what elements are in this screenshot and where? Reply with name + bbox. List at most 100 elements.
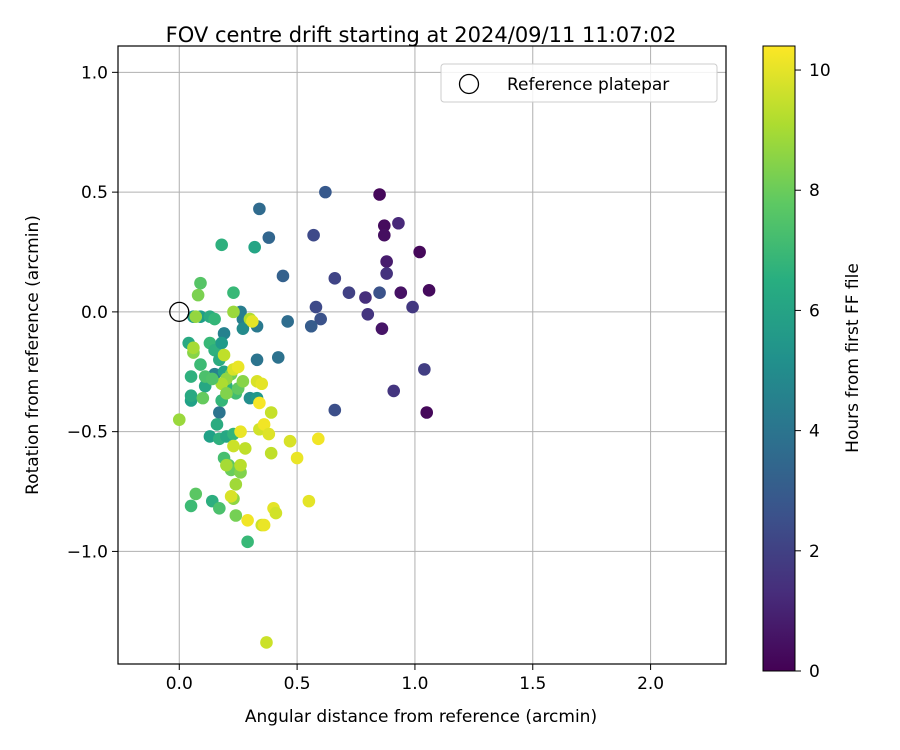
data-point (189, 310, 203, 323)
y-tick-label: −0.5 (67, 423, 108, 443)
grid (118, 46, 726, 664)
colorbar-tick-label: 2 (809, 542, 820, 562)
colorbar-tick-label: 8 (809, 181, 820, 201)
y-axis-ticks: −1.0 −0.5 0.0 0.5 1.0 (67, 63, 118, 562)
data-point (413, 245, 426, 259)
data-point (215, 238, 228, 252)
data-point (281, 315, 294, 328)
plot-frame (117, 45, 727, 665)
data-point (203, 430, 217, 443)
data-point (215, 336, 228, 350)
data-point (220, 387, 233, 400)
data-point (220, 458, 233, 472)
data-point (328, 403, 342, 417)
data-point (373, 286, 386, 300)
data-point (194, 358, 207, 371)
colorbar-tick-label: 6 (809, 301, 820, 321)
data-point (394, 286, 408, 300)
data-point (276, 269, 290, 283)
data-point (380, 267, 393, 280)
data-point (236, 322, 250, 335)
data-point (264, 446, 278, 460)
data-point (184, 389, 198, 403)
y-tick-label: 1.0 (81, 63, 108, 83)
colorbar-title: Hours from first FF file (843, 263, 863, 453)
colorbar-tick-label: 10 (809, 61, 831, 81)
data-point (420, 406, 434, 419)
data-point (307, 228, 320, 242)
data-point (253, 396, 266, 410)
data-point (373, 188, 386, 201)
data-point (213, 406, 226, 419)
data-point (377, 219, 391, 232)
colorbar-tick-label: 0 (809, 662, 820, 682)
data-point (229, 478, 243, 491)
colorbar-ticks: 0 2 4 6 8 10 (795, 61, 831, 682)
data-point (269, 506, 283, 520)
data-point (375, 322, 389, 335)
data-point (312, 432, 325, 446)
data-point (236, 375, 250, 388)
data-point (392, 216, 405, 230)
colorbar-bar (762, 45, 796, 672)
x-tick-label: 1.5 (519, 674, 546, 694)
legend-box (440, 63, 718, 103)
data-point (380, 255, 393, 268)
data-point (309, 300, 323, 314)
data-point (238, 442, 252, 455)
colorbar-tick-label: 4 (809, 422, 820, 442)
data-point (422, 284, 436, 297)
data-point (264, 406, 278, 419)
data-point (290, 451, 304, 465)
legend: Reference platepar (440, 63, 718, 103)
data-point (314, 312, 327, 326)
data-point (215, 377, 228, 391)
y-tick-label: 0.0 (81, 303, 108, 323)
x-tick-label: 0.5 (284, 674, 311, 694)
data-point (234, 458, 247, 472)
data-point (191, 288, 205, 302)
data-point (406, 300, 419, 314)
data-point (262, 427, 276, 441)
data-point (283, 434, 297, 448)
data-point (248, 240, 261, 254)
data-point (328, 272, 342, 285)
data-point (304, 319, 318, 333)
x-axis-ticks: 0.0 0.5 1.0 1.5 2.0 (166, 664, 664, 694)
data-point (319, 185, 332, 199)
legend-marker (458, 73, 480, 95)
data-point (196, 391, 210, 405)
data-point (253, 202, 266, 216)
data-point (241, 513, 254, 527)
data-point (187, 341, 200, 355)
chart-title: FOV centre drift starting at 2024/09/11 … (166, 23, 677, 47)
data-point (257, 418, 271, 431)
data-point (227, 286, 240, 300)
data-point (229, 509, 243, 522)
data-point (361, 307, 375, 321)
data-point (359, 291, 372, 304)
data-point (172, 413, 186, 426)
x-tick-label: 0.0 (166, 674, 193, 694)
data-point (208, 312, 221, 326)
data-point (262, 231, 276, 244)
colorbar: 0 2 4 6 8 10 Hours from first FF file (762, 45, 863, 682)
x-axis-title: Angular distance from reference (arcmin) (245, 707, 597, 727)
y-tick-label: 0.5 (81, 183, 108, 203)
data-point (205, 372, 219, 386)
data-point (255, 377, 269, 391)
data-points (169, 185, 436, 649)
data-point (257, 518, 271, 532)
data-point (189, 487, 203, 501)
data-point (260, 636, 273, 649)
legend-label: Reference platepar (507, 75, 669, 95)
data-point (377, 228, 391, 242)
data-point (224, 490, 238, 503)
data-point (194, 276, 207, 290)
data-point (302, 494, 316, 508)
data-point (342, 286, 356, 300)
data-point (184, 499, 198, 513)
x-tick-label: 1.0 (401, 674, 428, 694)
data-point (387, 384, 401, 398)
